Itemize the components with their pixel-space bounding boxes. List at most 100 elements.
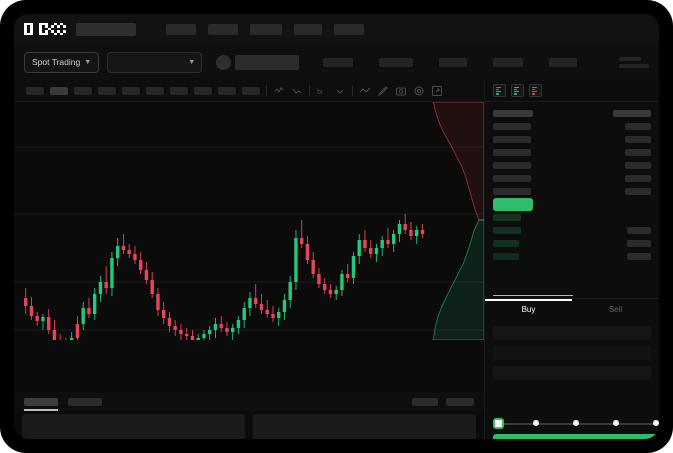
market-type-dropdown[interactable]: Spot Trading ▼ bbox=[24, 51, 100, 73]
stat-line-2 bbox=[619, 63, 649, 68]
tab-sell[interactable]: Sell bbox=[608, 305, 623, 314]
bid-amount bbox=[627, 227, 651, 234]
timeframe-selector bbox=[26, 86, 260, 95]
okx-logo-icon[interactable] bbox=[24, 22, 66, 36]
bid-price bbox=[493, 253, 519, 260]
ask-price bbox=[493, 188, 531, 195]
indicators-icon[interactable]: fx bbox=[316, 85, 328, 97]
timeframe-9[interactable] bbox=[218, 86, 236, 95]
slider-step-100[interactable] bbox=[653, 420, 659, 426]
ask-amount bbox=[625, 188, 651, 195]
slider-step-50[interactable] bbox=[573, 420, 579, 426]
fullscreen-icon[interactable] bbox=[431, 85, 443, 97]
orderbook-ask-row[interactable] bbox=[493, 159, 651, 172]
app-screen: Spot Trading ▼ ▼ bbox=[14, 14, 659, 439]
stat-1 bbox=[323, 57, 354, 67]
orderbook-header bbox=[485, 80, 659, 102]
ask-price bbox=[493, 162, 531, 169]
orderbook-bid-row[interactable] bbox=[493, 237, 651, 250]
orderbook-ask-row[interactable] bbox=[493, 133, 651, 146]
market-subheader: Spot Trading ▼ ▼ bbox=[14, 44, 659, 80]
orderbook-bid-row[interactable] bbox=[493, 211, 651, 224]
orders-tabs bbox=[24, 397, 102, 411]
nav-item-2[interactable] bbox=[166, 23, 196, 35]
bid-amount bbox=[627, 253, 651, 260]
top-navigation-bar bbox=[14, 14, 659, 44]
nav-item-4[interactable] bbox=[250, 23, 282, 35]
orderbook-ask-row[interactable] bbox=[493, 172, 651, 185]
orderbook-bid-row[interactable] bbox=[493, 250, 651, 263]
order-total-field[interactable] bbox=[493, 366, 651, 380]
slider-step-25[interactable] bbox=[533, 420, 539, 426]
chart-type-candles-icon[interactable] bbox=[273, 85, 285, 97]
candlestick-chart[interactable] bbox=[14, 102, 484, 340]
bottom-action-1[interactable] bbox=[412, 397, 438, 406]
orderbook-ask-row[interactable] bbox=[493, 146, 651, 159]
timeframe-3[interactable] bbox=[74, 86, 92, 95]
nav-item-1[interactable] bbox=[76, 22, 136, 36]
chart-toolbar: fx bbox=[14, 80, 484, 102]
slider-handle[interactable] bbox=[493, 418, 504, 429]
bottom-panel-left[interactable] bbox=[22, 414, 245, 439]
amount-percent-slider[interactable] bbox=[493, 418, 659, 430]
orderbook-mode-bids-icon[interactable] bbox=[511, 84, 524, 97]
orderbook-spread-price bbox=[493, 198, 533, 211]
ask-amount bbox=[625, 149, 651, 156]
market-stats-row bbox=[323, 57, 578, 67]
ask-amount bbox=[625, 136, 651, 143]
candles-canvas bbox=[14, 146, 484, 340]
submit-buy-button[interactable] bbox=[493, 434, 659, 439]
stat-line-1 bbox=[619, 56, 641, 61]
timeframe-10[interactable] bbox=[242, 86, 260, 95]
orderbook-scrollbar[interactable] bbox=[493, 294, 573, 296]
market-type-label: Spot Trading bbox=[32, 57, 81, 67]
bottom-tab-1[interactable] bbox=[24, 397, 58, 411]
orderbook-bid-row[interactable] bbox=[493, 224, 651, 237]
orderbook-mode-both-icon[interactable] bbox=[493, 84, 506, 97]
column-header-amount bbox=[613, 110, 651, 117]
ask-amount bbox=[625, 162, 651, 169]
trading-pair-select[interactable]: ▼ bbox=[107, 51, 203, 73]
timeframe-2[interactable] bbox=[50, 86, 68, 95]
chart-type-line-icon[interactable] bbox=[291, 85, 303, 97]
slider-step-75[interactable] bbox=[613, 420, 619, 426]
orderbook-ask-row[interactable] bbox=[493, 185, 651, 198]
order-amount-field[interactable] bbox=[493, 346, 651, 360]
ask-price bbox=[493, 123, 531, 130]
timeframe-1[interactable] bbox=[26, 86, 44, 95]
order-price-field[interactable] bbox=[493, 326, 651, 340]
bid-price bbox=[493, 240, 519, 247]
camera-icon[interactable] bbox=[395, 85, 407, 97]
bid-price bbox=[493, 227, 521, 234]
timeframe-4[interactable] bbox=[98, 86, 116, 95]
bottom-panel-right[interactable] bbox=[253, 414, 476, 439]
toolbar-divider-3 bbox=[352, 85, 353, 96]
timeframe-5[interactable] bbox=[122, 86, 140, 95]
orderbook-rows[interactable] bbox=[485, 102, 659, 298]
timeframe-7[interactable] bbox=[170, 86, 188, 95]
ask-price bbox=[493, 149, 531, 156]
nav-item-5[interactable] bbox=[294, 23, 322, 35]
volume-canvas bbox=[14, 340, 484, 392]
chevron-down-icon: ▼ bbox=[188, 58, 196, 66]
chevron-down-icon[interactable] bbox=[334, 85, 346, 97]
bottom-action-2[interactable] bbox=[446, 397, 474, 406]
settings-gear-icon[interactable] bbox=[413, 85, 425, 97]
tab-buy[interactable]: Buy bbox=[485, 299, 572, 320]
market-stats-stack bbox=[619, 56, 649, 68]
column-header-price bbox=[493, 110, 533, 117]
chevron-down-icon: ▼ bbox=[84, 58, 92, 66]
nav-item-6[interactable] bbox=[334, 23, 364, 35]
draw-pencil-icon[interactable] bbox=[377, 85, 389, 97]
top-nav-items bbox=[76, 22, 364, 36]
orderbook-ask-row[interactable] bbox=[493, 120, 651, 133]
bottom-tab-2[interactable] bbox=[68, 397, 102, 406]
orderbook-mode-asks-icon[interactable] bbox=[529, 84, 542, 97]
ask-amount bbox=[625, 123, 651, 130]
stat-3 bbox=[439, 57, 468, 67]
timeframe-6[interactable] bbox=[146, 86, 164, 95]
nav-item-3[interactable] bbox=[208, 23, 238, 35]
ask-price bbox=[493, 175, 531, 182]
timeframe-8[interactable] bbox=[194, 86, 212, 95]
trendline-icon[interactable] bbox=[359, 85, 371, 97]
